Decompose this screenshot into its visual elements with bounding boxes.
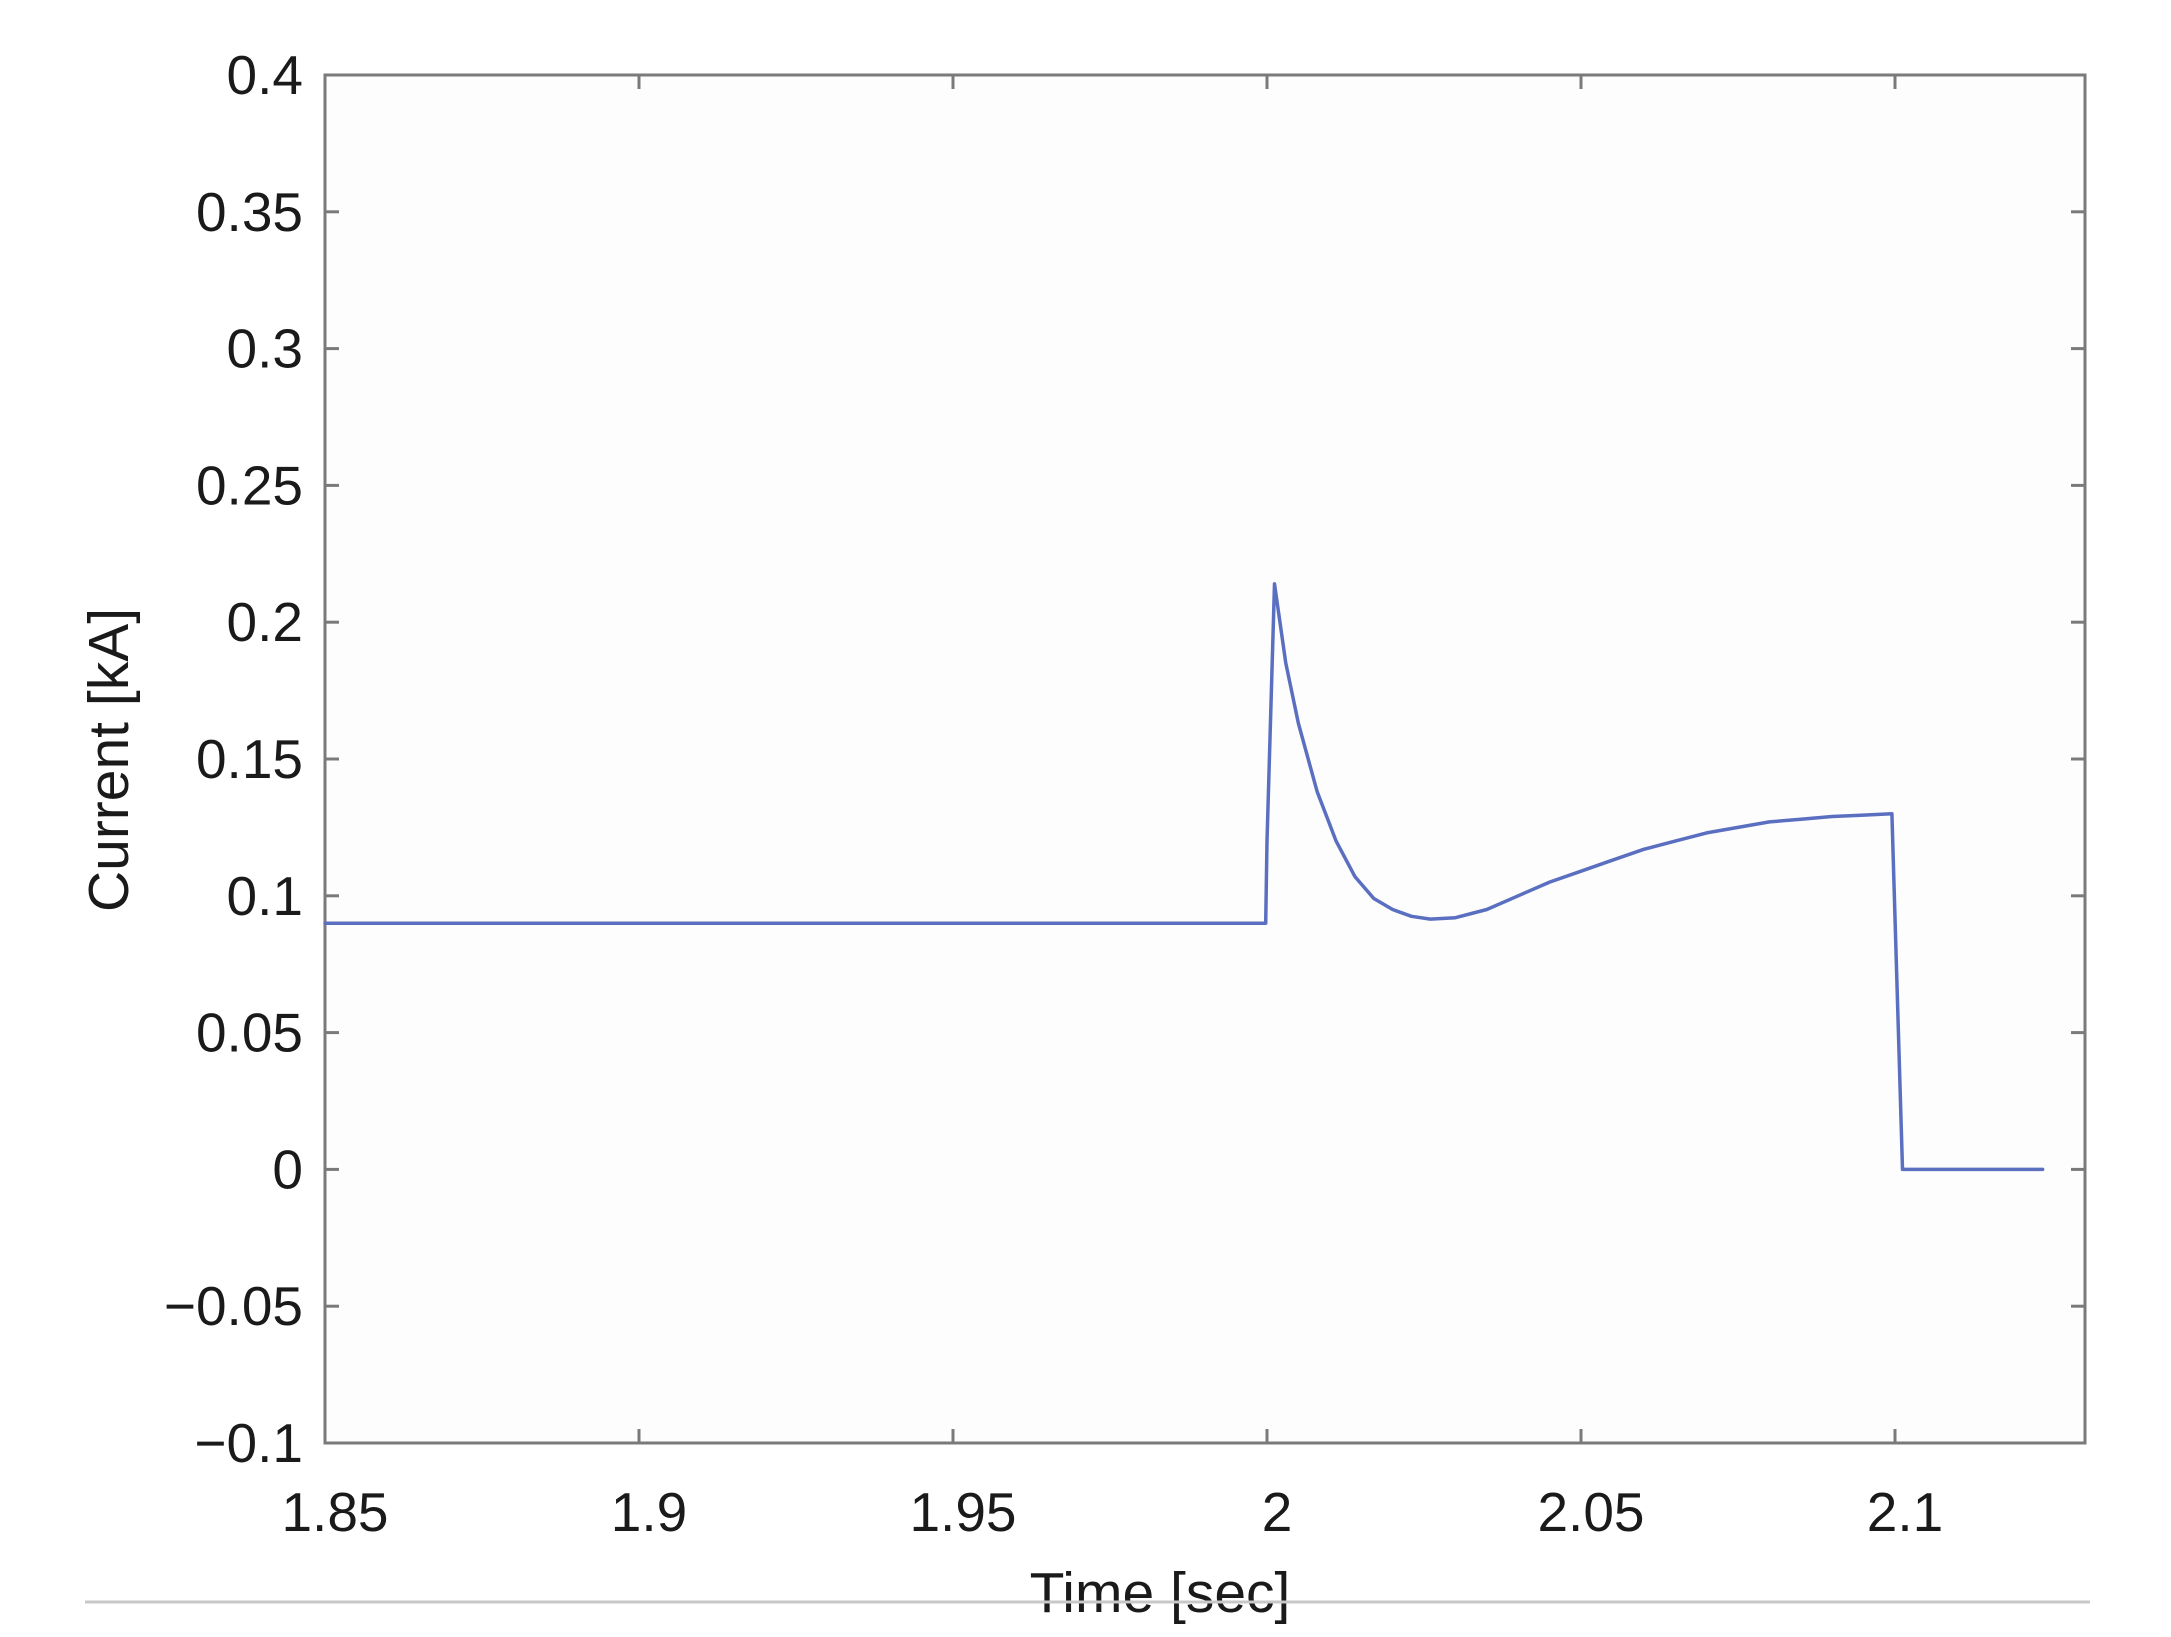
x-tick-label: 1.95	[909, 1481, 1016, 1543]
series-line	[323, 582, 2045, 1172]
y-tick-label: 0.2	[227, 591, 303, 653]
y-axis-title: Current [kA]	[77, 608, 141, 912]
x-tick-label: 2	[1262, 1481, 1293, 1543]
y-tick-label: 0.4	[227, 44, 303, 106]
x-tick-label: 1.9	[611, 1481, 687, 1543]
y-tick-label: 0.35	[196, 181, 303, 243]
y-tick-label: 0.1	[227, 865, 303, 927]
plot-area	[323, 73, 2087, 1445]
y-tick-label: 0.3	[227, 318, 303, 380]
series-layer	[323, 582, 2045, 1172]
x-tick-label: 2.05	[1537, 1481, 1644, 1543]
y-tick-label: 0	[272, 1138, 303, 1200]
y-tick-label: 0.25	[196, 454, 303, 516]
x-axis-ticks: 1.85 1.9 1.95 2 2.05 2.1	[281, 75, 1943, 1543]
x-axis-title: Time [sec]	[1030, 1561, 1291, 1625]
y-tick-label: −0.05	[164, 1275, 303, 1337]
y-axis-ticks: −0.1 −0.05 0 0.05 0.1 0.15 0.2 0.25 0.3 0.35 0.4	[164, 44, 2085, 1474]
y-tick-label: 0.05	[196, 1002, 303, 1064]
x-tick-label: 1.85	[281, 1481, 388, 1543]
y-tick-label: −0.1	[194, 1412, 303, 1474]
plot-frame	[323, 73, 2087, 1445]
y-tick-label: 0.15	[196, 728, 303, 790]
x-tick-label: 2.1	[1867, 1481, 1943, 1543]
